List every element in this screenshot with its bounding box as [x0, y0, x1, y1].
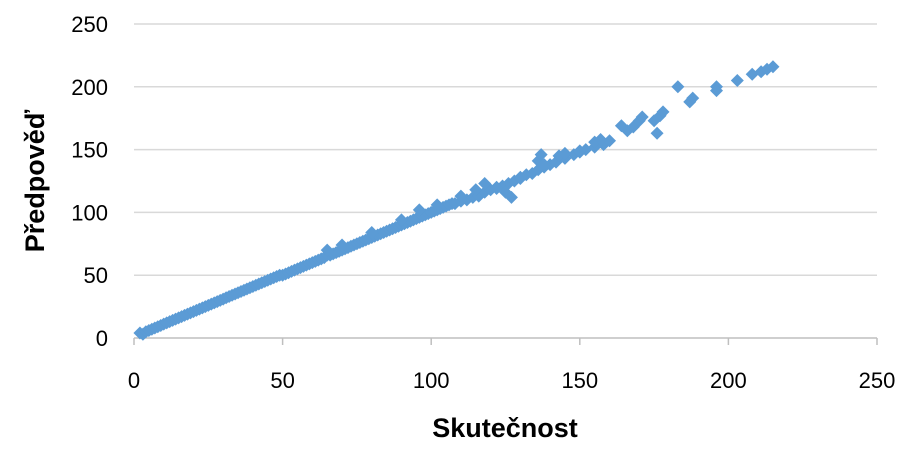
data-point: [650, 126, 664, 140]
data-point: [686, 91, 700, 105]
data-point: [558, 146, 572, 160]
y-tick-label-50: 50: [84, 263, 108, 288]
axes: [133, 337, 878, 345]
data-point: [537, 158, 551, 172]
data-point: [730, 74, 744, 88]
data-point: [430, 198, 444, 212]
data-point: [710, 84, 724, 98]
x-tick-label-150: 150: [561, 368, 598, 393]
data-point: [335, 238, 349, 252]
data-point: [478, 177, 492, 191]
data-point: [320, 243, 334, 257]
data-point: [454, 189, 468, 203]
data-point: [534, 148, 548, 162]
grid-lines: [134, 23, 877, 276]
data-point: [504, 190, 518, 204]
data-point: [573, 144, 587, 158]
data-point: [469, 183, 483, 197]
data-point: [365, 225, 379, 239]
data-point: [513, 170, 527, 184]
y-tick-label-250: 250: [71, 12, 108, 37]
y-axis-title: Předpověď: [20, 109, 50, 252]
y-tick-label-200: 200: [71, 75, 108, 100]
data-point: [656, 105, 670, 119]
data-point: [671, 80, 685, 94]
x-tick-label-100: 100: [413, 368, 450, 393]
y-tick-label-150: 150: [71, 138, 108, 163]
tick-labels: 0 50 100 150 200 250 0 50 100 150 200 250: [71, 12, 895, 393]
data-point: [594, 133, 608, 147]
x-axis-title: Skutečnost: [432, 413, 578, 443]
data-point: [603, 134, 617, 148]
y-tick-label-100: 100: [71, 200, 108, 225]
data-points: [133, 60, 780, 341]
data-point: [412, 203, 426, 217]
x-tick-label-50: 50: [270, 368, 294, 393]
x-tick-label-200: 200: [710, 368, 747, 393]
x-tick-label-250: 250: [859, 368, 896, 393]
data-point: [766, 60, 780, 74]
data-point: [394, 213, 408, 227]
y-tick-label-0: 0: [96, 326, 108, 351]
data-point: [635, 110, 649, 124]
x-tick-label-0: 0: [128, 368, 140, 393]
